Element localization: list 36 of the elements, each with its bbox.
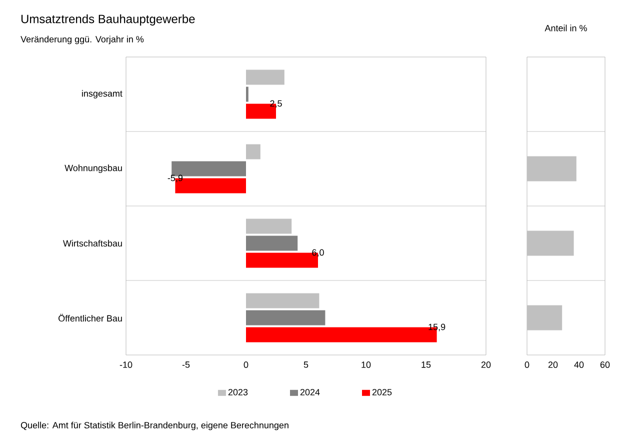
x-tick-label: 20 bbox=[481, 362, 491, 368]
data-label: 15,9 bbox=[428, 324, 446, 332]
data-label: 2,5 bbox=[270, 100, 282, 108]
bar bbox=[527, 230, 574, 256]
y-tick-label: Öffentlicher Bau bbox=[58, 314, 122, 322]
x-tick-label: 15 bbox=[422, 362, 431, 368]
y-tick-label: insgesamt bbox=[82, 90, 122, 98]
bar bbox=[246, 310, 326, 326]
x-tick-label: 5 bbox=[304, 362, 308, 368]
bar bbox=[246, 218, 292, 234]
x-tick-label: 0 bbox=[244, 362, 248, 368]
bar bbox=[527, 305, 562, 330]
bar bbox=[246, 144, 260, 160]
y-tick-label: Wohnungsbau bbox=[64, 164, 122, 173]
x-tick-label: 10 bbox=[362, 362, 371, 368]
x-tick-label: 0 bbox=[524, 362, 530, 368]
x-tick-label: -5 bbox=[182, 362, 190, 368]
x-tick-label: 20 bbox=[548, 362, 558, 368]
data-label: -5,9 bbox=[168, 174, 183, 182]
bar bbox=[527, 156, 576, 182]
chart-title: Anteil in % bbox=[544, 24, 587, 32]
source-note: Quelle: Amt für Statistik Berlin-Brandenburg, eigene Berechnungen bbox=[20, 422, 288, 430]
chart-subtitle: Veränderung ggü. Vorjahr in % bbox=[20, 36, 144, 44]
y-tick-label: Wirtschaftsbau bbox=[63, 240, 122, 247]
bar bbox=[172, 161, 246, 176]
legend-label: 2024 bbox=[300, 388, 320, 396]
bar bbox=[246, 70, 284, 85]
bar bbox=[246, 293, 320, 308]
x-tick-label: 40 bbox=[574, 362, 584, 368]
chart-title: Umsatztrends Bauhauptgewerbe bbox=[21, 14, 195, 26]
legend-label: 2025 bbox=[372, 388, 392, 396]
x-tick-label: 60 bbox=[600, 362, 610, 368]
x-tick-label: -10 bbox=[120, 362, 132, 368]
bar bbox=[246, 236, 298, 251]
data-label: 6,0 bbox=[312, 249, 324, 257]
legend-label: 2023 bbox=[228, 388, 248, 396]
